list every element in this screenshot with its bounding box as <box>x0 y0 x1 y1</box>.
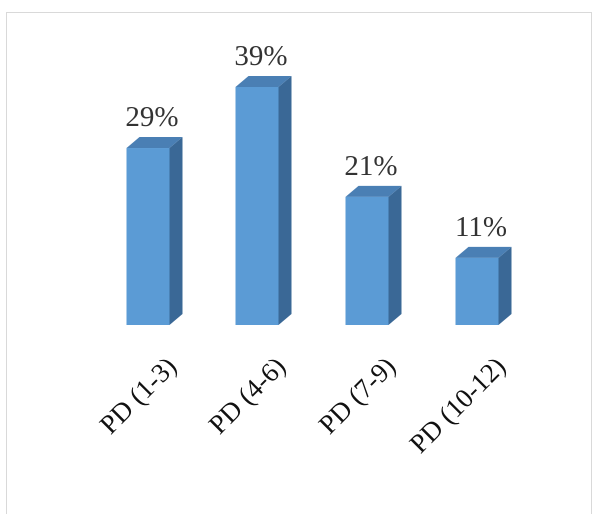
bar <box>126 137 183 325</box>
bar-top-face <box>345 185 402 197</box>
category-tick-label: PD (1-3) <box>94 351 183 440</box>
bar-side-face <box>169 137 183 325</box>
bar-side-face <box>388 185 402 325</box>
bar-side-face <box>498 246 512 325</box>
bar-top-face <box>126 137 183 149</box>
bar-top-face <box>455 246 512 258</box>
bar-front-face <box>345 196 389 325</box>
bar <box>345 185 402 325</box>
bar <box>235 76 292 325</box>
bar-side-face <box>278 76 292 325</box>
category-tick-label: PD (4-6) <box>203 351 292 440</box>
bar-top-face <box>235 76 292 87</box>
category-tick-label: PD (10-12) <box>404 351 512 459</box>
bar <box>455 246 512 325</box>
bar-front-face <box>235 87 279 325</box>
data-label: 29% <box>125 101 178 133</box>
data-label: 39% <box>234 40 287 72</box>
bar-front-face <box>126 148 170 325</box>
data-label: 21% <box>344 150 397 182</box>
bar-front-face <box>455 257 499 325</box>
category-tick-label: PD (7-9) <box>313 351 402 440</box>
data-label: 11% <box>455 211 507 243</box>
